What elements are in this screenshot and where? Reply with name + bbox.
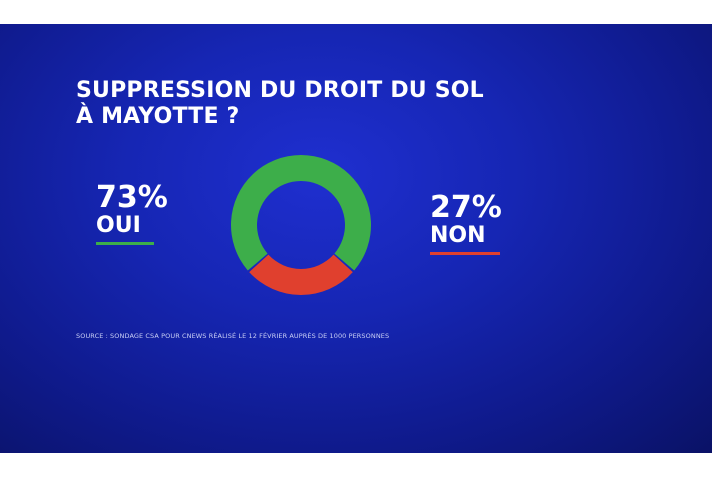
oui-label-block: 73% OUI — [96, 182, 168, 245]
oui-underline — [96, 242, 154, 245]
chart-panel: SUPPRESSION DU DROIT DU SOL À MAYOTTE ? … — [0, 24, 712, 453]
oui-label: OUI — [96, 213, 141, 238]
chart-title: SUPPRESSION DU DROIT DU SOL À MAYOTTE ? — [76, 78, 484, 130]
source-note: SOURCE : SONDAGE CSA POUR CNEWS RÉALISÉ … — [76, 332, 390, 340]
non-underline — [430, 252, 500, 255]
donut-chart — [231, 155, 371, 295]
donut-slice-non — [249, 254, 353, 295]
non-label: NON — [430, 223, 486, 248]
non-percentage: 27% — [430, 190, 502, 225]
chart-title-line-1: SUPPRESSION DU DROIT DU SOL — [76, 78, 484, 103]
oui-percentage: 73% — [96, 180, 168, 215]
chart-title-line-2: À MAYOTTE ? — [76, 104, 240, 129]
donut-slice-oui — [231, 155, 371, 271]
non-label-block: 27% NON — [430, 192, 502, 255]
